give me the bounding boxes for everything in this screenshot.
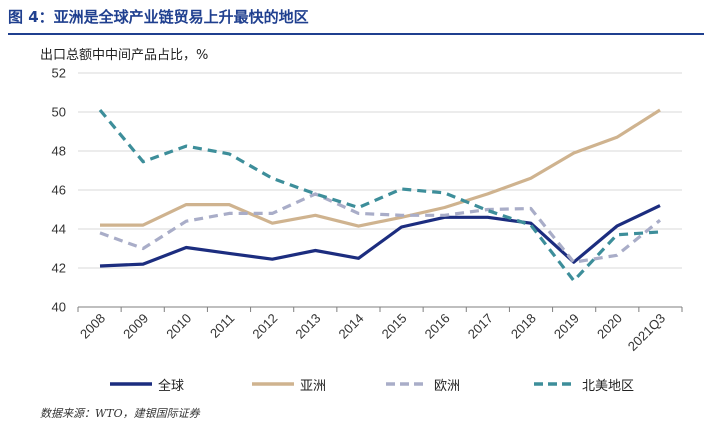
series-line-1 bbox=[100, 108, 661, 228]
series-line-3 bbox=[98, 108, 661, 283]
legend-swatch-2 bbox=[386, 382, 428, 386]
legend-item-0: 全球 bbox=[110, 372, 184, 396]
source-note: 数据来源：WTO，建银国际证券 bbox=[40, 407, 200, 420]
y-tick-label-2: 44 bbox=[52, 222, 66, 237]
unit-label: 出口总额中中间产品占比，% bbox=[40, 48, 209, 63]
figure-title: 图 4：亚洲是全球产业链贸易上升最快的地区 bbox=[8, 8, 309, 26]
x-tick-label-13: 2021Q3 bbox=[625, 311, 668, 354]
x-tick-label-4: 2012 bbox=[249, 311, 280, 342]
legend-label-2: 欧洲 bbox=[434, 378, 461, 394]
legend: 全球 亚洲 欧洲 北美地区 bbox=[0, 372, 712, 396]
y-tick-label-1: 42 bbox=[52, 261, 66, 276]
grid-layer bbox=[78, 72, 682, 269]
x-tick-label-11: 2019 bbox=[551, 311, 582, 342]
axis-layer: 40 42 44 46 48 50 52 2008 2009 2010 2011 2012 2013 20… bbox=[52, 66, 683, 354]
legend-swatch-0 bbox=[110, 382, 152, 386]
x-tick-label-5: 2013 bbox=[292, 311, 323, 342]
legend-label-0: 全球 bbox=[158, 378, 185, 394]
legend-label-3: 北美地区 bbox=[582, 378, 635, 394]
x-tick-label-0: 2008 bbox=[77, 311, 108, 342]
series-layer bbox=[98, 108, 662, 283]
x-tick-label-9: 2017 bbox=[465, 311, 496, 342]
x-tick-label-3: 2011 bbox=[207, 311, 237, 341]
x-tick-label-7: 2015 bbox=[379, 311, 410, 342]
legend-item-2: 欧洲 bbox=[386, 372, 460, 396]
title-divider bbox=[8, 33, 704, 35]
x-tick-label-2: 2010 bbox=[163, 311, 194, 342]
y-tick-label-4: 48 bbox=[52, 144, 66, 159]
y-tick-label-3: 46 bbox=[52, 183, 66, 198]
legend-item-3: 北美地区 bbox=[534, 372, 634, 396]
x-tick-label-6: 2014 bbox=[336, 311, 367, 342]
x-tick-label-1: 2009 bbox=[120, 311, 151, 342]
x-tick-label-10: 2018 bbox=[508, 311, 539, 342]
legend-item-1: 亚洲 bbox=[252, 372, 326, 396]
y-tick-label-5: 50 bbox=[52, 105, 66, 120]
legend-swatch-1 bbox=[252, 382, 294, 386]
y-tick-label-6: 52 bbox=[52, 66, 66, 81]
x-tick-label-8: 2016 bbox=[422, 311, 453, 342]
series-line-0 bbox=[99, 204, 661, 268]
x-tick-label-12: 2020 bbox=[594, 311, 625, 342]
legend-label-1: 亚洲 bbox=[300, 378, 327, 394]
y-tick-label-0: 40 bbox=[52, 300, 66, 315]
legend-swatch-3 bbox=[534, 382, 576, 386]
